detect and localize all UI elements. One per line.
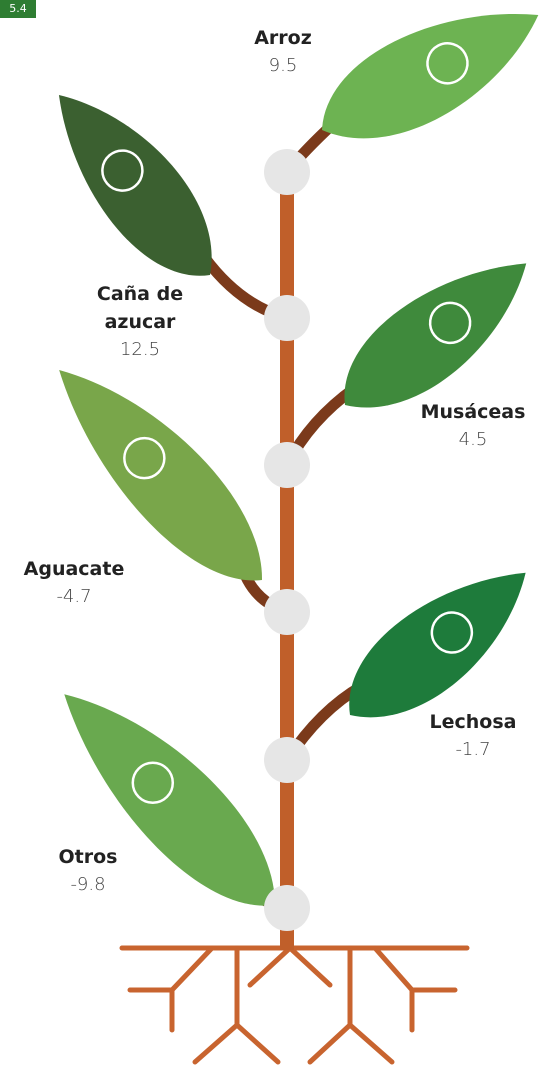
item-label: Lechosa-1.7: [403, 708, 543, 764]
node: [264, 589, 310, 635]
item-value: -4.7: [4, 583, 144, 611]
node: [264, 295, 310, 341]
item-name: Aguacate: [4, 555, 144, 583]
item-value: 9.5: [213, 52, 353, 80]
node: [264, 737, 310, 783]
item-name: Musáceas: [403, 398, 543, 426]
node: [264, 885, 310, 931]
item-value: 12.5: [70, 336, 210, 364]
item-name: Caña de azucar: [70, 280, 210, 336]
item-name: Lechosa: [403, 708, 543, 736]
infographic: 5.4 Arroz9.5 Caña de azucar12.5 Musáceas4.…: [0, 0, 546, 1065]
plant: [0, 0, 546, 1065]
node: [264, 149, 310, 195]
item-value: -1.7: [403, 736, 543, 764]
roots: [122, 948, 467, 1062]
item-name: Otros: [18, 843, 158, 871]
item-value: 4.5: [403, 426, 543, 454]
leaf: [27, 68, 241, 301]
item-label: Otros-9.8: [18, 843, 158, 899]
item-value: -9.8: [18, 871, 158, 899]
badge: 5.4: [0, 0, 36, 18]
item-label: Aguacate-4.7: [4, 555, 144, 611]
item-name: Arroz: [213, 24, 353, 52]
node: [264, 442, 310, 488]
